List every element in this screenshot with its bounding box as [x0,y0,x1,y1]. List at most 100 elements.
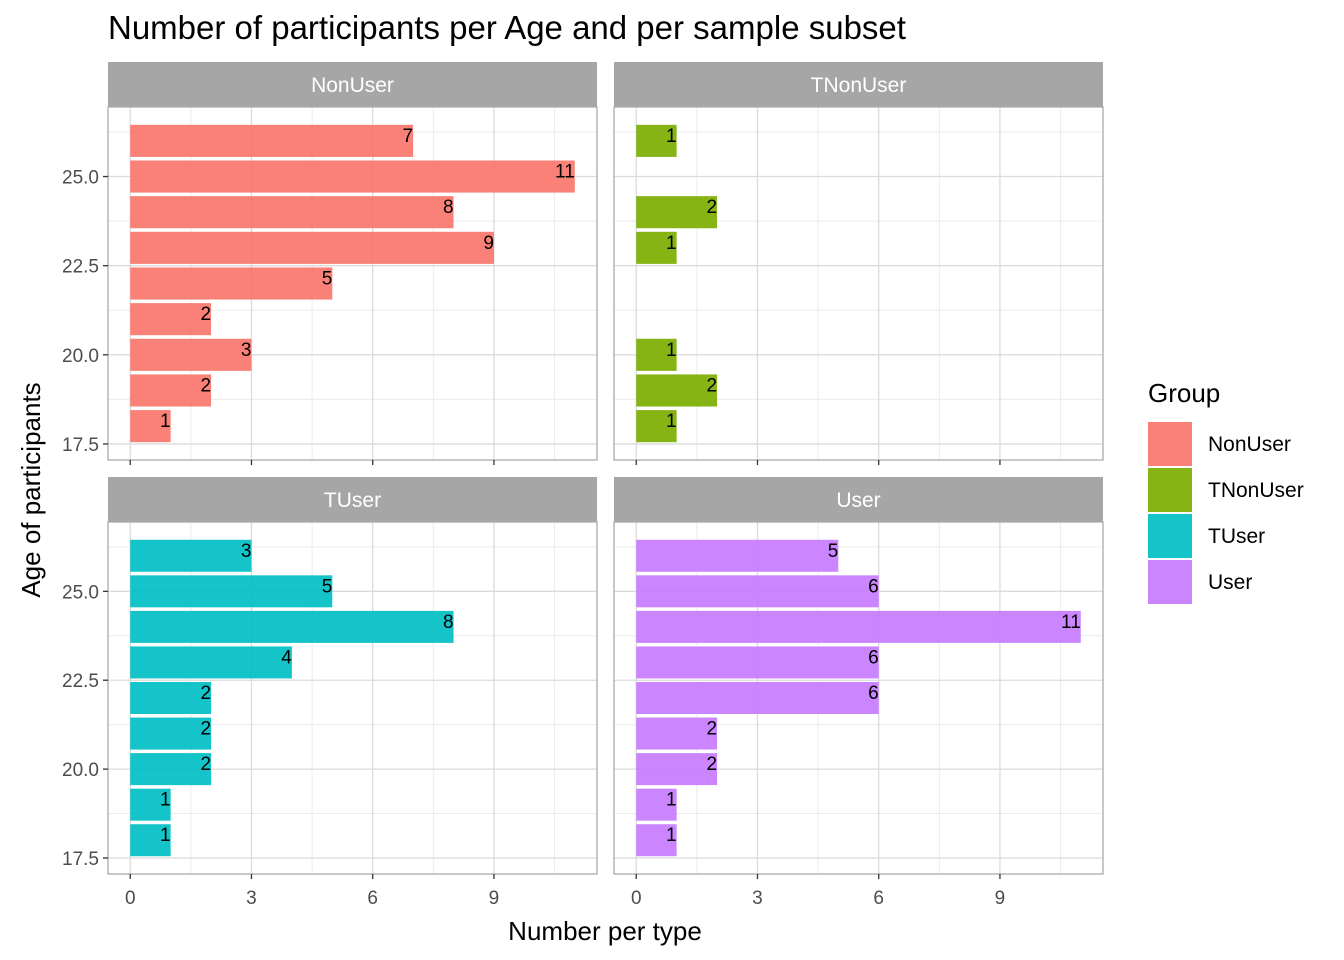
bar-user-age-18 [636,824,677,857]
bar-value-label: 8 [443,197,454,218]
bar-value-label: 9 [483,233,494,254]
bar-value-label: 1 [666,790,677,811]
bar-user-age-19 [636,788,677,821]
bar-value-label: 2 [200,683,211,704]
legend-label: NonUser [1208,433,1291,456]
bar-tnonuser-age-19 [636,374,718,407]
bar-value-label: 1 [666,233,677,254]
bar-tnonuser-age-26 [636,124,677,157]
bar-tuser-age-23 [130,646,292,679]
bar-tuser-age-22 [130,682,212,714]
bar-user-age-21 [636,717,718,750]
panel-nonuser: NonUser 1 2 3 2 5 9 8 11 7 17.5 20.0 22.5 25.0 [62,62,598,465]
bar-value-label: 1 [160,411,171,432]
bar-tnonuser-age-18 [636,410,677,443]
bar-value-label: 2 [200,304,211,325]
bar-value-label: 3 [241,541,252,562]
bar-value-label: 5 [322,576,333,597]
bar-nonuser-age-25 [130,160,575,193]
bar-tuser-age-24 [130,610,454,643]
strip-nonuser [108,62,597,107]
x-tick-label: 9 [489,888,500,909]
x-axis-title: Number per type [508,916,702,946]
strip-label: NonUser [311,74,394,97]
y-axis-title: Age of participants [16,382,46,597]
bar-value-label: 1 [160,825,171,846]
strip-user [614,477,1103,522]
strip-label: TNonUser [811,74,907,97]
bar-value-label: 6 [868,683,879,704]
panel-border [107,521,598,875]
y-tick-label: 17.5 [62,849,99,870]
panel-tnonuser: TNonUser 1 2 1 1 2 1 [613,62,1104,465]
bar-value-label: 2 [200,719,211,740]
bar-value-label: 2 [706,197,717,218]
bar-nonuser-age-18 [130,410,171,443]
bar-user-age-23 [636,646,879,679]
bar-nonuser-age-21 [130,303,212,336]
x-tick-label: 6 [367,888,378,909]
legend-key-tnonuser [1148,468,1192,512]
legend-key-user [1148,560,1192,604]
bar-value-label: 5 [828,541,839,562]
y-tick-label: 22.5 [62,257,99,278]
y-tick-label: 17.5 [62,435,99,456]
bar-value-label: 1 [666,340,677,361]
x-tick-label: 9 [995,888,1006,909]
bar-value-label: 11 [1061,612,1081,633]
bar-value-label: 1 [160,790,171,811]
y-tick-label: 25.0 [62,168,99,189]
panel-border [613,106,1104,461]
legend: Group NonUser TNonUser TUser User [1148,378,1304,604]
strip-label: TUser [324,489,381,512]
y-tick-label: 20.0 [62,346,99,367]
bar-tnonuser-age-20 [636,338,677,371]
bar-value-label: 11 [555,162,575,183]
bar-user-age-22 [636,682,879,714]
bar-nonuser-age-24 [130,196,454,229]
bar-user-age-20 [636,753,718,786]
bar-tuser-age-20 [130,753,212,786]
bar-tnonuser-age-24 [636,196,718,229]
x-tick-label: 0 [631,888,642,909]
x-tick-label: 3 [246,888,257,909]
legend-label: TUser [1208,525,1265,548]
legend-label: User [1208,571,1252,594]
bar-value-label: 8 [443,612,454,633]
bar-tuser-age-19 [130,788,171,821]
y-tick-label: 20.0 [62,760,99,781]
bar-nonuser-age-19 [130,374,212,407]
panel-border [107,106,598,461]
legend-key-nonuser [1148,422,1192,466]
legend-title: Group [1148,378,1220,408]
bar-nonuser-age-26 [130,124,414,157]
strip-label: User [836,489,880,512]
bar-user-age-24 [636,610,1081,643]
bar-value-label: 1 [666,126,677,147]
bar-nonuser-age-23 [130,231,494,264]
bar-value-label: 5 [322,269,333,290]
bar-value-label: 2 [706,754,717,775]
bar-value-label: 1 [666,411,677,432]
bar-tuser-age-21 [130,717,212,750]
bar-value-label: 6 [868,647,879,668]
y-tick-label: 22.5 [62,671,99,692]
bar-value-label: 2 [200,375,211,396]
bar-value-label: 2 [200,754,211,775]
bar-nonuser-age-20 [130,338,252,371]
strip-tuser [108,477,597,522]
bar-value-label: 3 [241,340,252,361]
bar-value-label: 2 [706,719,717,740]
bar-value-label: 1 [666,825,677,846]
bar-tnonuser-age-23 [636,231,677,264]
bar-value-label: 4 [281,647,292,668]
x-tick-label: 3 [752,888,763,909]
bar-user-age-26 [636,539,839,572]
legend-label: TNonUser [1208,479,1304,502]
y-tick-label: 25.0 [62,582,99,603]
panel-border [613,521,1104,875]
bar-value-label: 7 [403,126,414,147]
x-tick-label: 6 [873,888,884,909]
bar-value-label: 6 [868,576,879,597]
